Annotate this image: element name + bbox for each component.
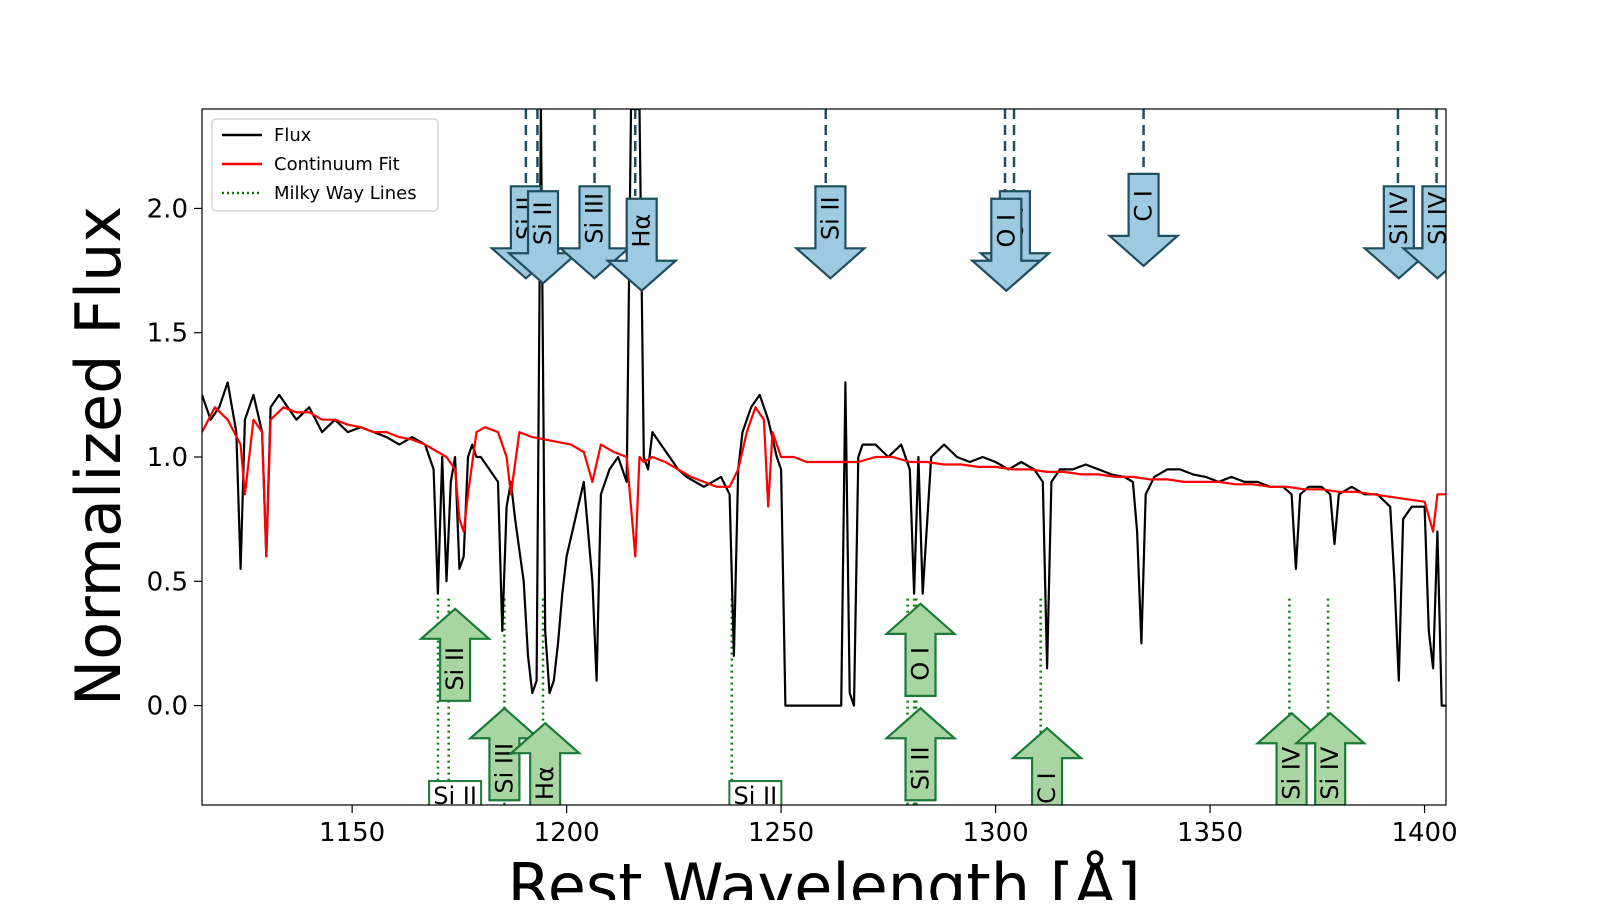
annotation-label: Si II	[433, 782, 477, 810]
milky-way-line-arrow: Si II	[418, 607, 492, 702]
annotation-label: Si II	[529, 201, 557, 245]
y-tick-label: 1.0	[147, 443, 188, 473]
intrinsic-line-arrow: Si IV	[1400, 185, 1451, 280]
annotation-label: Si IV	[1423, 191, 1451, 245]
legend-label: Milky Way Lines	[274, 183, 417, 204]
annotation-label: Si III	[581, 193, 609, 244]
milky-way-line-arrow: C I	[1010, 726, 1084, 805]
legend-label: Continuum Fit	[274, 154, 400, 175]
annotation-label: Si IV	[1316, 746, 1344, 800]
legend: Flux Continuum Fit Milky Way Lines	[211, 118, 439, 212]
annotation-label: Hα	[628, 214, 656, 248]
y-axis-title: Normalized Flux	[62, 206, 135, 706]
annotation-label: Si II	[907, 746, 935, 790]
x-tick-label: 1250	[748, 818, 814, 848]
annotation-label: Si II	[441, 647, 469, 691]
annotation-label: C I	[1033, 772, 1061, 803]
x-axis-title: Rest Wavelength [Å]	[507, 850, 1140, 900]
annotation-label: O I	[907, 647, 935, 681]
x-tick-label: 1350	[1177, 818, 1243, 848]
legend-label: Flux	[274, 125, 312, 146]
y-tick-label: 0.5	[147, 567, 188, 597]
flux-line	[202, 109, 1446, 707]
intrinsic-line-arrow: O I	[969, 197, 1044, 293]
y-tick-label: 2.0	[147, 194, 188, 224]
milky-way-line-arrow: O I	[883, 602, 958, 697]
milky-way-line-arrow: Hα	[508, 721, 583, 805]
x-tick-label: 1300	[963, 818, 1029, 848]
intrinsic-line-arrow: Si II	[506, 190, 580, 285]
milky-way-line-arrow: Si IV	[1293, 711, 1368, 805]
x-tick-label: 1200	[534, 818, 600, 848]
annotation-label: Si II	[734, 782, 778, 810]
intrinsic-line-arrow: Si II	[793, 185, 868, 280]
milky-way-line-arrow: Si II	[883, 706, 958, 802]
milky-way-label-box: Si II	[728, 780, 783, 810]
milky-way-label-box: Si II	[428, 780, 483, 810]
intrinsic-line-arrow: Hα	[604, 197, 679, 293]
continuum-fit-line	[202, 406, 1446, 558]
annotation-label: O I	[992, 214, 1020, 248]
y-tick-label: 1.5	[147, 319, 188, 349]
annotation-label: Si II	[816, 196, 844, 240]
annotation-label: Si IV	[1385, 191, 1413, 245]
intrinsic-line-arrow: C I	[1106, 172, 1181, 268]
x-tick-label: 1400	[1391, 818, 1457, 848]
y-tick-label: 0.0	[147, 692, 188, 722]
annotation-label: Hα	[531, 766, 559, 800]
annotation-label: C I	[1130, 190, 1158, 221]
x-tick-label: 1150	[319, 818, 385, 848]
annotation-label: Si IV	[1278, 746, 1306, 800]
